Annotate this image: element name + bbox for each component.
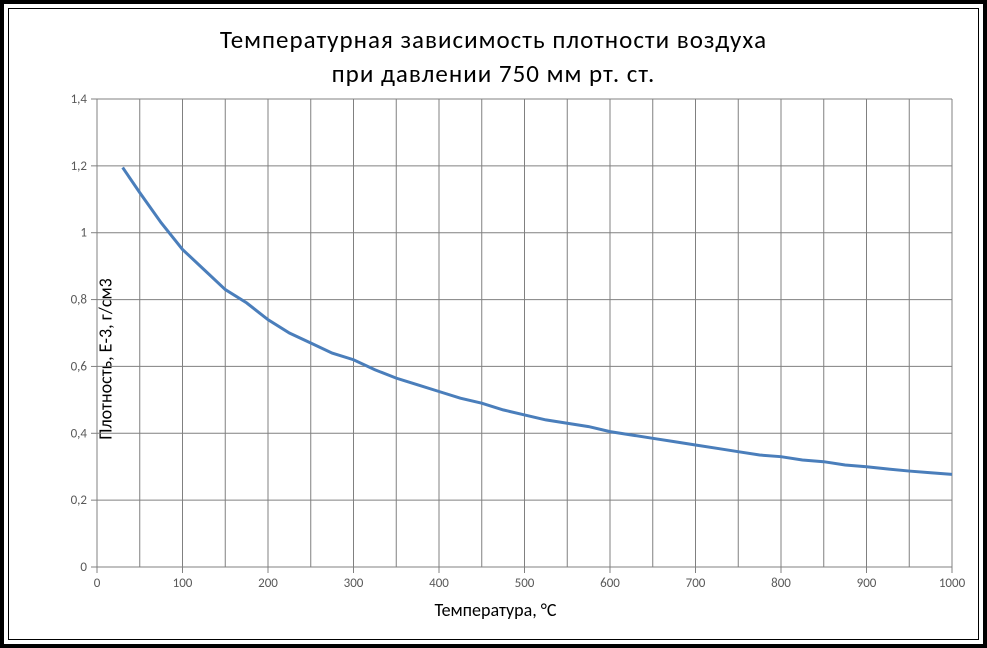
svg-text:600: 600 (600, 576, 620, 591)
svg-text:700: 700 (686, 576, 706, 591)
title-line-1: Температурная зависимость плотности возд… (9, 23, 978, 57)
chart-inner-frame: Температурная зависимость плотности возд… (8, 8, 979, 640)
svg-text:200: 200 (258, 576, 278, 591)
chart-outer-frame: Температурная зависимость плотности возд… (0, 0, 987, 648)
svg-text:1000: 1000 (939, 576, 966, 591)
svg-text:1: 1 (80, 226, 87, 241)
svg-text:0,4: 0,4 (71, 426, 88, 441)
chart-svg: 0100200300400500600700800900100000,20,40… (97, 99, 952, 567)
x-axis-label: Температура, °С (435, 599, 557, 621)
chart-area: Плотность, Е-3, г/см3 Температура, °С 01… (35, 99, 956, 619)
title-line-2: при давлении 750 мм рт. ст. (9, 57, 978, 91)
svg-text:900: 900 (857, 576, 877, 591)
svg-text:800: 800 (771, 576, 791, 591)
svg-text:300: 300 (344, 576, 364, 591)
chart-title: Температурная зависимость плотности возд… (9, 9, 978, 91)
svg-text:0,6: 0,6 (71, 359, 88, 374)
svg-text:0: 0 (94, 576, 101, 591)
svg-text:0,2: 0,2 (71, 493, 88, 508)
plot-area: 0100200300400500600700800900100000,20,40… (97, 99, 952, 567)
svg-text:100: 100 (173, 576, 193, 591)
svg-text:400: 400 (429, 576, 449, 591)
svg-text:1,2: 1,2 (71, 159, 88, 174)
svg-text:0: 0 (80, 560, 87, 575)
svg-text:1,4: 1,4 (71, 92, 88, 107)
svg-text:500: 500 (515, 576, 535, 591)
svg-text:0,8: 0,8 (71, 293, 88, 308)
